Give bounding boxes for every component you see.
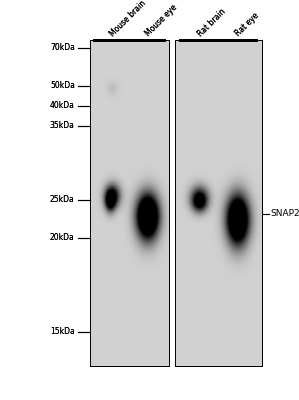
Text: Mouse brain: Mouse brain	[109, 0, 148, 38]
Text: 35kDa: 35kDa	[50, 122, 75, 130]
Text: Mouse brain: Mouse brain	[109, 0, 148, 38]
Text: 40kDa: 40kDa	[50, 102, 75, 110]
Text: 15kDa: 15kDa	[50, 328, 75, 336]
Text: SNAP25: SNAP25	[271, 210, 299, 218]
Text: Rat brain: Rat brain	[196, 6, 227, 38]
Text: 20kDa: 20kDa	[50, 234, 75, 242]
Text: 35kDa: 35kDa	[50, 122, 75, 130]
Text: 20kDa: 20kDa	[50, 234, 75, 242]
Text: 25kDa: 25kDa	[50, 196, 75, 204]
Text: 50kDa: 50kDa	[50, 82, 75, 90]
Text: Mouse eye: Mouse eye	[144, 3, 179, 38]
Text: 70kDa: 70kDa	[50, 44, 75, 52]
Bar	[90, 40, 169, 366]
Text: 15kDa: 15kDa	[50, 328, 75, 336]
Text: Rat eye: Rat eye	[234, 11, 261, 38]
Bar	[175, 40, 262, 366]
Text: Rat eye: Rat eye	[234, 11, 261, 38]
Text: 25kDa: 25kDa	[50, 196, 75, 204]
Text: 70kDa: 70kDa	[50, 44, 75, 52]
Bar	[175, 40, 262, 366]
Text: 50kDa: 50kDa	[50, 82, 75, 90]
Text: Mouse eye: Mouse eye	[144, 3, 179, 38]
Text: Rat brain: Rat brain	[196, 6, 227, 38]
Bar	[90, 40, 169, 366]
Text: 40kDa: 40kDa	[50, 102, 75, 110]
